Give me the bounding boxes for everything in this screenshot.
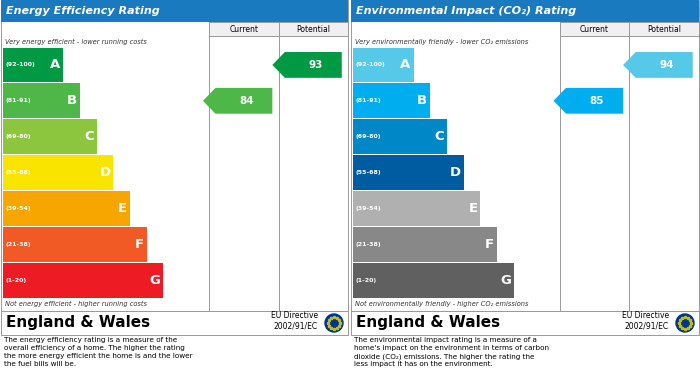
FancyBboxPatch shape	[351, 0, 699, 22]
Text: F: F	[134, 238, 144, 251]
Text: B: B	[417, 94, 427, 107]
Circle shape	[325, 314, 343, 332]
Text: Potential: Potential	[648, 25, 681, 34]
Text: (21-38): (21-38)	[6, 242, 32, 247]
Text: (1-20): (1-20)	[356, 278, 377, 283]
FancyBboxPatch shape	[560, 22, 699, 36]
Text: C: C	[84, 130, 94, 143]
Text: Energy Efficiency Rating: Energy Efficiency Rating	[6, 6, 160, 16]
Text: C: C	[435, 130, 444, 143]
Polygon shape	[623, 52, 693, 78]
Polygon shape	[272, 52, 342, 78]
Polygon shape	[203, 88, 272, 114]
Text: (55-68): (55-68)	[6, 170, 32, 175]
FancyBboxPatch shape	[3, 227, 147, 262]
Text: D: D	[449, 166, 461, 179]
FancyBboxPatch shape	[353, 263, 514, 298]
Text: G: G	[500, 274, 511, 287]
Text: G: G	[150, 274, 160, 287]
FancyBboxPatch shape	[353, 155, 464, 190]
Text: overall efficiency of a home. The higher the rating: overall efficiency of a home. The higher…	[4, 345, 185, 351]
Text: 85: 85	[590, 96, 604, 106]
FancyBboxPatch shape	[353, 83, 430, 118]
Text: (69-80): (69-80)	[6, 134, 32, 139]
Text: the fuel bills will be.: the fuel bills will be.	[4, 361, 76, 367]
FancyBboxPatch shape	[3, 83, 80, 118]
Circle shape	[676, 314, 694, 332]
Polygon shape	[554, 88, 623, 114]
Text: (81-91): (81-91)	[6, 98, 32, 103]
FancyBboxPatch shape	[3, 119, 97, 154]
Text: (81-91): (81-91)	[356, 98, 382, 103]
FancyBboxPatch shape	[353, 191, 480, 226]
Text: Current: Current	[580, 25, 609, 34]
Text: Current: Current	[230, 25, 258, 34]
Text: England & Wales: England & Wales	[6, 316, 150, 330]
FancyBboxPatch shape	[3, 263, 163, 298]
Text: 84: 84	[239, 96, 253, 106]
Text: (1-20): (1-20)	[6, 278, 27, 283]
Text: EU Directive
2002/91/EC: EU Directive 2002/91/EC	[271, 311, 318, 331]
FancyBboxPatch shape	[3, 191, 130, 226]
FancyBboxPatch shape	[3, 47, 64, 83]
FancyBboxPatch shape	[209, 22, 348, 36]
Text: The energy efficiency rating is a measure of the: The energy efficiency rating is a measur…	[4, 337, 177, 343]
Text: (39-54): (39-54)	[356, 206, 382, 211]
Text: Environmental Impact (CO₂) Rating: Environmental Impact (CO₂) Rating	[356, 6, 576, 16]
FancyBboxPatch shape	[3, 155, 113, 190]
Text: (92-100): (92-100)	[356, 63, 386, 67]
Text: Not environmentally friendly - higher CO₂ emissions: Not environmentally friendly - higher CO…	[355, 300, 528, 307]
FancyBboxPatch shape	[351, 0, 699, 311]
Text: E: E	[118, 202, 127, 215]
Text: Very energy efficient - lower running costs: Very energy efficient - lower running co…	[5, 38, 147, 45]
FancyBboxPatch shape	[353, 227, 497, 262]
FancyBboxPatch shape	[1, 0, 348, 311]
Text: EU Directive
2002/91/EC: EU Directive 2002/91/EC	[622, 311, 669, 331]
FancyBboxPatch shape	[353, 47, 414, 83]
Text: dioxide (CO₂) emissions. The higher the rating the: dioxide (CO₂) emissions. The higher the …	[354, 353, 535, 360]
Text: Not energy efficient - higher running costs: Not energy efficient - higher running co…	[5, 300, 147, 307]
Text: 93: 93	[309, 60, 323, 70]
Text: F: F	[485, 238, 494, 251]
Text: (92-100): (92-100)	[6, 63, 36, 67]
Text: E: E	[468, 202, 477, 215]
Text: 94: 94	[659, 60, 674, 70]
Text: home's impact on the environment in terms of carbon: home's impact on the environment in term…	[354, 345, 549, 351]
Text: the more energy efficient the home is and the lower: the more energy efficient the home is an…	[4, 353, 192, 359]
Text: Very environmentally friendly - lower CO₂ emissions: Very environmentally friendly - lower CO…	[355, 38, 528, 45]
Text: (55-68): (55-68)	[356, 170, 382, 175]
FancyBboxPatch shape	[1, 311, 348, 335]
Text: (39-54): (39-54)	[6, 206, 32, 211]
Text: (69-80): (69-80)	[356, 134, 382, 139]
Text: The environmental impact rating is a measure of a: The environmental impact rating is a mea…	[354, 337, 537, 343]
Text: England & Wales: England & Wales	[356, 316, 500, 330]
FancyBboxPatch shape	[351, 311, 699, 335]
Text: less impact it has on the environment.: less impact it has on the environment.	[354, 361, 493, 367]
Text: A: A	[400, 58, 411, 72]
Text: A: A	[50, 58, 60, 72]
Text: D: D	[99, 166, 111, 179]
FancyBboxPatch shape	[353, 119, 447, 154]
FancyBboxPatch shape	[1, 0, 348, 22]
Text: B: B	[67, 94, 77, 107]
Text: Potential: Potential	[296, 25, 330, 34]
Text: (21-38): (21-38)	[356, 242, 382, 247]
